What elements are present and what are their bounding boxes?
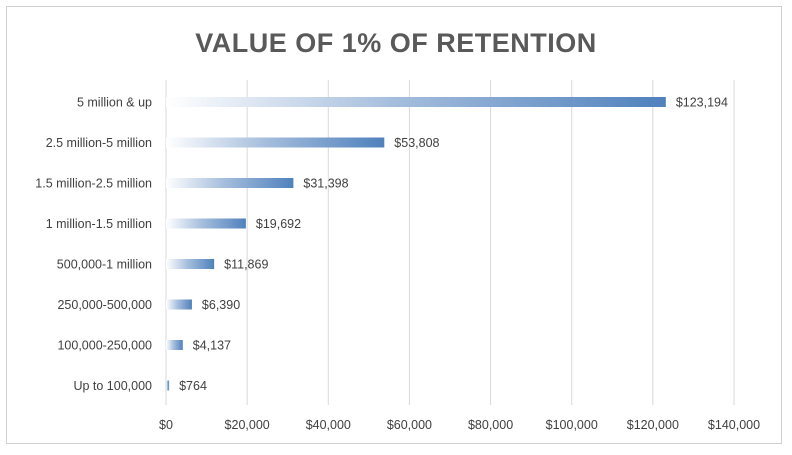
category-label: 5 million & up [77, 96, 152, 110]
data-label: $764 [179, 379, 207, 393]
data-label: $6,390 [202, 298, 240, 312]
chart-title: VALUE OF 1% OF RETENTION [195, 28, 597, 58]
bar [166, 97, 666, 107]
bar [166, 299, 192, 310]
gridlines [165, 80, 735, 405]
bar [166, 380, 170, 391]
category-label: 100,000-250,000 [57, 339, 152, 353]
data-label: $123,194 [676, 96, 728, 110]
data-label: $19,692 [256, 217, 301, 231]
data-label: $4,137 [193, 339, 231, 353]
x-tick-label: $60,000 [387, 418, 432, 432]
data-label: $11,869 [224, 258, 268, 272]
x-tick-label: $100,000 [546, 418, 598, 432]
category-label: 1.5 million-2.5 million [35, 177, 152, 191]
category-label: 500,000-1 million [57, 258, 152, 272]
bar [166, 259, 215, 269]
bars [166, 97, 666, 391]
data-labels: $123,194 $53,808 $31,398 $19,692 $11,869 $6,3… [179, 96, 728, 394]
category-labels: 5 million & up 2.5 million-5 million 1.5 m… [35, 96, 152, 394]
data-label: $53,808 [394, 136, 439, 150]
x-tick-label: $80,000 [468, 418, 513, 432]
category-label: 2.5 million-5 million [46, 136, 152, 150]
x-tick-label: $0 [159, 418, 173, 432]
bar [166, 137, 385, 148]
category-label: 250,000-500,000 [57, 298, 152, 312]
x-axis-tick-labels: $0 $20,000 $40,000 $60,000 $80,000 $100,000 $1… [159, 418, 760, 432]
data-label: $31,398 [303, 177, 348, 191]
bar [166, 178, 294, 188]
x-tick-label: $20,000 [225, 418, 270, 432]
bar [166, 340, 183, 350]
x-tick-label: $40,000 [306, 418, 351, 432]
x-tick-label: $120,000 [627, 418, 679, 432]
category-label: Up to 100,000 [73, 379, 152, 393]
category-label: 1 million-1.5 million [46, 217, 152, 231]
x-tick-label: $140,000 [708, 418, 760, 432]
bar [166, 218, 246, 229]
